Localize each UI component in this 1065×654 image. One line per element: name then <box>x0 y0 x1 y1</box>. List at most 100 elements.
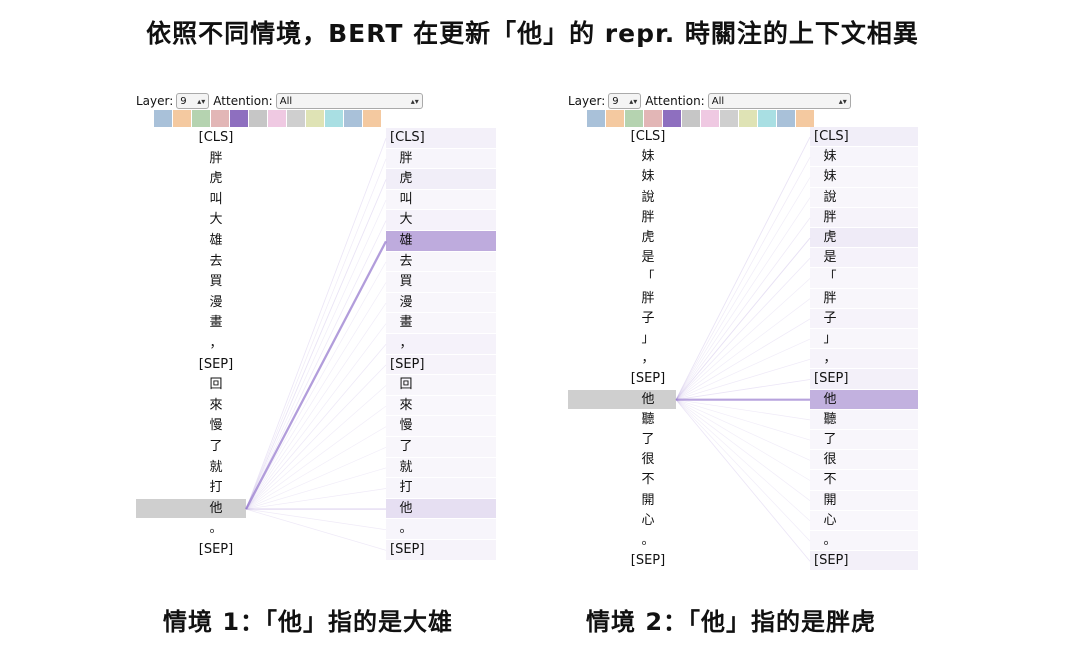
attention-head-swatch[interactable] <box>701 110 719 127</box>
attention-head-swatch[interactable] <box>211 110 229 127</box>
left-token[interactable]: 胖 <box>209 150 223 166</box>
right-token[interactable]: 雄 <box>399 233 413 248</box>
left-token[interactable]: 妹 <box>641 149 655 165</box>
attention-head-swatch[interactable] <box>606 110 624 127</box>
right-token[interactable]: 不 <box>823 472 837 488</box>
left-token[interactable]: 。 <box>209 521 223 537</box>
left-token[interactable]: 胖 <box>641 290 655 306</box>
attention-head-swatch[interactable] <box>720 110 738 127</box>
right-token[interactable]: 妹 <box>823 149 837 165</box>
left-token[interactable]: 虎 <box>209 171 223 187</box>
left-token[interactable]: [SEP] <box>630 553 666 569</box>
attention-head-swatch[interactable] <box>363 110 381 127</box>
attention-head-swatch[interactable] <box>154 110 172 127</box>
attention-head-swatch[interactable] <box>644 110 662 127</box>
right-token[interactable]: 他 <box>823 391 837 407</box>
right-token[interactable]: 。 <box>823 533 837 548</box>
left-token[interactable]: [SEP] <box>630 371 666 387</box>
left-token[interactable]: 雄 <box>209 233 223 248</box>
attention-head-swatch[interactable] <box>344 110 362 127</box>
attention-select[interactable]: All ▴▾ <box>707 93 851 109</box>
left-token[interactable]: [CLS] <box>198 130 234 145</box>
attention-head-swatch[interactable] <box>268 110 286 127</box>
attention-head-swatch[interactable] <box>758 110 776 127</box>
layer-select[interactable]: 9 ▴▾ <box>176 93 210 109</box>
left-token[interactable]: 很 <box>641 452 655 468</box>
left-token[interactable]: 。 <box>641 533 655 548</box>
left-token[interactable]: 聽 <box>641 411 655 427</box>
left-token[interactable]: 叫 <box>209 191 223 207</box>
left-token[interactable]: 打 <box>209 480 223 496</box>
left-token[interactable]: [SEP] <box>198 542 234 557</box>
left-token[interactable]: ， <box>209 336 223 351</box>
right-token[interactable]: 虎 <box>823 230 837 245</box>
left-token[interactable]: 「 <box>641 270 655 286</box>
right-token[interactable]: 叫 <box>399 191 413 207</box>
right-token[interactable]: 是 <box>823 250 837 266</box>
right-token[interactable]: 子 <box>823 310 837 326</box>
right-token[interactable]: 了 <box>399 439 413 454</box>
right-token[interactable]: 大 <box>399 212 413 228</box>
attention-head-swatch[interactable] <box>777 110 795 127</box>
right-token[interactable]: [SEP] <box>814 553 849 569</box>
left-token[interactable]: 大 <box>209 212 223 228</box>
right-token[interactable]: 去 <box>399 253 413 269</box>
right-token[interactable]: ， <box>823 351 837 367</box>
left-token[interactable]: 子 <box>641 310 655 326</box>
right-token[interactable]: ， <box>399 336 413 351</box>
layer-select[interactable]: 9 ▴▾ <box>608 93 642 109</box>
left-token[interactable]: 來 <box>209 397 223 413</box>
attention-head-swatch[interactable] <box>663 110 681 127</box>
right-token[interactable]: [SEP] <box>390 356 425 372</box>
attention-head-swatch[interactable] <box>682 110 700 127</box>
right-token[interactable]: 就 <box>399 459 413 475</box>
right-token[interactable]: 回 <box>399 377 413 393</box>
right-token[interactable]: 。 <box>399 521 413 537</box>
attention-head-swatch[interactable] <box>625 110 643 127</box>
left-token[interactable]: 虎 <box>641 230 655 245</box>
left-token[interactable]: 漫 <box>209 294 223 310</box>
right-token[interactable]: 畫 <box>399 315 413 331</box>
left-token[interactable]: 畫 <box>209 315 223 331</box>
right-token[interactable]: 了 <box>823 432 837 447</box>
left-token[interactable]: 不 <box>641 472 655 488</box>
right-token[interactable]: 打 <box>399 480 413 496</box>
attention-head-swatch[interactable] <box>325 110 343 127</box>
right-token[interactable]: 聽 <box>823 411 837 427</box>
right-token[interactable]: 胖 <box>399 150 413 166</box>
left-token[interactable]: 回 <box>209 377 223 393</box>
right-token[interactable]: 妹 <box>823 169 837 185</box>
right-token[interactable]: [CLS] <box>814 129 849 144</box>
attention-head-swatch[interactable] <box>173 110 191 127</box>
attention-head-swatch[interactable] <box>739 110 757 127</box>
right-token[interactable]: 開 <box>823 492 837 508</box>
left-token[interactable]: [SEP] <box>198 356 234 372</box>
left-token[interactable]: 妹 <box>641 169 655 185</box>
left-token[interactable]: 買 <box>209 274 223 290</box>
left-token[interactable]: 了 <box>641 432 655 447</box>
left-token[interactable]: 就 <box>209 459 223 475</box>
left-token[interactable]: 胖 <box>641 209 655 225</box>
left-token[interactable]: 他 <box>209 500 223 516</box>
right-token[interactable]: 漫 <box>399 294 413 310</box>
attention-head-swatch[interactable] <box>587 110 605 127</box>
attention-head-swatch[interactable] <box>306 110 324 127</box>
right-token[interactable]: 胖 <box>823 290 837 306</box>
right-token[interactable]: 」 <box>823 331 837 346</box>
left-token[interactable]: 心 <box>641 512 655 528</box>
right-token[interactable]: [SEP] <box>814 371 849 387</box>
left-token[interactable]: 慢 <box>209 418 223 434</box>
attention-head-swatch[interactable] <box>249 110 267 127</box>
right-token[interactable]: 說 <box>823 189 837 205</box>
right-token[interactable]: 很 <box>823 452 837 468</box>
right-token[interactable]: 虎 <box>399 171 413 187</box>
right-token[interactable]: 胖 <box>823 209 837 225</box>
attention-select[interactable]: All ▴▾ <box>275 93 423 109</box>
left-token[interactable]: 了 <box>209 439 223 454</box>
right-token[interactable]: 來 <box>399 397 413 413</box>
left-token[interactable]: 」 <box>641 331 655 346</box>
attention-head-swatch[interactable] <box>287 110 305 127</box>
right-token[interactable]: 心 <box>823 512 837 528</box>
right-token[interactable]: [CLS] <box>390 130 425 145</box>
right-token[interactable]: 他 <box>399 500 413 516</box>
